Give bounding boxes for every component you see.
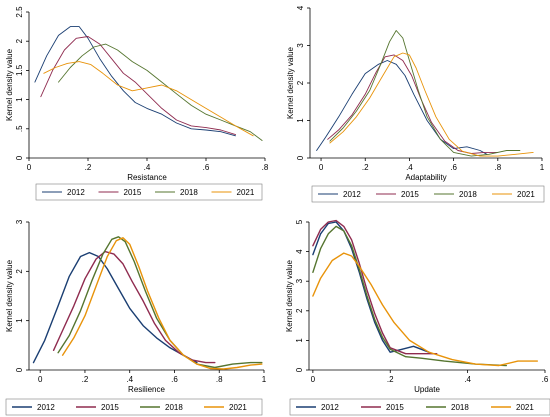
legend-box — [35, 183, 263, 201]
legend: 2012 2015 2018 2021 — [289, 398, 550, 416]
series-line-2015 — [312, 219, 438, 355]
y-tick-label: 4 — [295, 249, 304, 254]
y-axis-title: Kernel density value — [285, 259, 294, 332]
y-tick-label: 2 — [15, 269, 24, 274]
series-line-2015 — [40, 36, 236, 136]
y-tick-label: 3 — [296, 43, 305, 48]
legend-label-2012: 2012 — [67, 188, 85, 197]
series-line-2021 — [312, 252, 538, 367]
y-tick-label: 2 — [15, 38, 24, 43]
x-tick-label: 0 — [27, 163, 32, 172]
x-tick-label: .8 — [262, 163, 269, 172]
legend: 2012 2015 2018 2021 — [35, 183, 263, 201]
y-tick-label: 1 — [15, 318, 24, 323]
y-tick-label: 0 — [15, 155, 24, 160]
y-tick-label: 1.5 — [15, 64, 24, 76]
series-line-2018 — [58, 43, 263, 141]
legend-label-2021: 2021 — [517, 190, 535, 199]
x-tick-label: 0 — [319, 163, 324, 172]
y-tick-label: 3 — [15, 219, 24, 224]
x-tick-label: .8 — [494, 163, 501, 172]
x-axis-title: Adaptability — [405, 173, 446, 182]
x-tick-label: .4 — [126, 375, 133, 384]
legend-label-2021: 2021 — [229, 403, 247, 412]
y-tick-label: 2.5 — [15, 6, 24, 18]
legend-label-2015: 2015 — [386, 403, 404, 412]
series-line-2018 — [57, 236, 263, 369]
legend-label-2021: 2021 — [237, 188, 255, 197]
legend-box — [5, 398, 263, 416]
x-tick-label: .8 — [216, 375, 223, 384]
legend-label-2018: 2018 — [180, 188, 198, 197]
x-tick-label: .6 — [542, 375, 549, 384]
x-tick-label: .4 — [144, 163, 151, 172]
x-tick-label: .2 — [362, 163, 369, 172]
x-tick-label: 1 — [262, 375, 267, 384]
series-line-2015 — [327, 54, 499, 154]
y-axis-title: Kernel density value — [286, 46, 295, 119]
y-tick-label: 5 — [295, 219, 304, 224]
chart-panel-2: 0 .2 .4 .6 .8 1 0 1 2 3 4 Adaptability Kernel densit… — [286, 5, 545, 203]
series-line-2021 — [61, 237, 263, 370]
legend-label-2018: 2018 — [459, 190, 477, 199]
y-tick-label: 1 — [295, 338, 304, 343]
legend: 2012 2015 2018 2021 — [311, 185, 545, 203]
series-line-2018 — [312, 225, 507, 367]
series-line-2012 — [34, 26, 236, 137]
legend-label-2021: 2021 — [516, 403, 534, 412]
series-line-2015 — [52, 250, 216, 364]
x-axis-title: Resilience — [128, 385, 165, 394]
series-line-2012 — [316, 60, 488, 155]
y-tick-label: 2 — [296, 80, 305, 85]
y-tick-label: 0 — [15, 367, 24, 372]
legend: 2012 2015 2018 2021 — [5, 398, 263, 416]
legend-label-2015: 2015 — [124, 188, 142, 197]
x-axis-title: Resistance — [127, 173, 167, 182]
chart-panel-4: 0 .2 .4 .6 0 1 2 3 4 5 Update Kernel density value 2… — [285, 219, 550, 416]
series-line-2021 — [43, 61, 254, 137]
chart-panel-3: 0 .2 .4 .6 .8 1 0 1 2 3 Resilience Kernel density v… — [5, 219, 267, 416]
legend-label-2012: 2012 — [37, 403, 55, 412]
chart-panel-1: 0 .2 .4 .6 .8 0 .5 1 1.5 2 2.5 Resistance Kernel den… — [5, 6, 269, 201]
series-line-2012 — [312, 221, 430, 353]
y-tick-label: 3 — [295, 278, 304, 283]
legend-label-2012: 2012 — [343, 190, 361, 199]
x-tick-label: .2 — [387, 375, 394, 384]
x-tick-label: 1 — [540, 163, 545, 172]
y-tick-label: 1 — [296, 118, 305, 123]
x-tick-label: .2 — [82, 375, 89, 384]
y-tick-label: 2 — [295, 308, 304, 313]
x-tick-label: .2 — [85, 163, 92, 172]
series-line-2021 — [329, 52, 534, 157]
y-tick-label: 4 — [296, 5, 305, 10]
x-tick-label: .6 — [450, 163, 457, 172]
x-tick-label: .4 — [406, 163, 413, 172]
x-tick-label: .6 — [171, 375, 178, 384]
legend-label-2015: 2015 — [401, 190, 419, 199]
series-line-2012 — [32, 251, 198, 364]
x-tick-label: 0 — [311, 375, 316, 384]
legend-label-2015: 2015 — [101, 403, 119, 412]
x-axis-title: Update — [414, 385, 440, 394]
x-tick-label: .6 — [203, 163, 210, 172]
x-tick-label: 0 — [38, 375, 43, 384]
y-axis-title: Kernel density value — [5, 259, 14, 332]
y-axis-title: Kernel density value — [5, 48, 14, 121]
legend-label-2012: 2012 — [321, 403, 339, 412]
legend-box — [311, 185, 545, 203]
legend-label-2018: 2018 — [165, 403, 183, 412]
y-tick-label: .5 — [15, 125, 24, 132]
y-tick-label: 1 — [15, 97, 24, 102]
y-tick-label: 0 — [296, 155, 305, 160]
legend-label-2018: 2018 — [451, 403, 469, 412]
series-line-2018 — [329, 30, 521, 157]
y-tick-label: 0 — [295, 367, 304, 372]
legend-box — [289, 398, 550, 416]
x-tick-label: .4 — [464, 375, 471, 384]
